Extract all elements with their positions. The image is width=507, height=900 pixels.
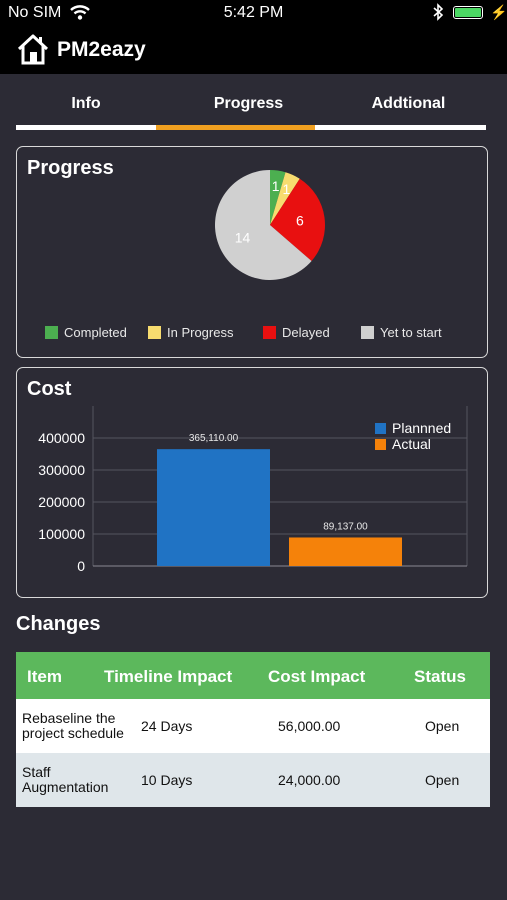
pie-slice-completed	[270, 170, 286, 225]
legend-swatch	[263, 326, 276, 339]
changes-table: Item Timeline Impact Cost Impact Status …	[16, 652, 490, 807]
tab-progress-indicator	[156, 125, 315, 130]
bar-data-label: 89,137.00	[323, 521, 368, 532]
charging-icon: ⚡	[490, 4, 507, 20]
row-cost-impact: 24,000.00	[278, 772, 341, 788]
clock: 5:42 PM	[223, 4, 284, 21]
column-header-status: Status	[414, 667, 466, 686]
bluetooth-icon	[432, 3, 444, 26]
row-cost-impact: 56,000.00	[278, 718, 341, 734]
status-bar: No SIM 5:42 PM ⚡	[0, 0, 507, 26]
legend-swatch	[148, 326, 161, 339]
pie-slice-delayed	[270, 178, 325, 262]
legend-swatch	[45, 326, 58, 339]
app-title: PM2eazy	[57, 38, 146, 61]
y-tick-label: 400000	[38, 430, 85, 446]
tab-additional[interactable]: Addtional	[371, 95, 446, 112]
tab-progress[interactable]: Progress	[213, 95, 284, 112]
progress-card: Progress 1 1 6 14 Completed In Progress Delay…	[16, 146, 488, 358]
row-status: Open	[425, 772, 460, 788]
progress-card-title: Progress	[27, 157, 114, 179]
pie-data-label: 14	[235, 230, 251, 246]
cost-bar-chart: 0 100000 200000 300000 400000 365,110.00 89,13…	[38, 406, 468, 574]
column-header-timeline: Timeline Impact	[104, 667, 233, 686]
pie-slice-yet-to-start	[214, 170, 312, 280]
bar-actual	[289, 537, 402, 566]
pie-data-label: 1	[272, 178, 280, 194]
legend-item: In Progress	[148, 325, 233, 340]
row-timeline-impact: 24 Days	[141, 718, 193, 734]
bar-plannned	[157, 449, 270, 566]
tab-info-indicator	[16, 125, 156, 130]
table-header: Item Timeline Impact Cost Impact Status	[16, 652, 490, 699]
legend-item: Yet to start	[361, 325, 442, 340]
column-header-cost: Cost Impact	[268, 667, 366, 686]
battery-icon	[453, 6, 483, 19]
y-tick-label: 300000	[38, 462, 85, 478]
pie-slice-in-progress	[270, 172, 300, 225]
table-row[interactable]: Staff Augmentation 10 Days 24,000.00 Ope…	[16, 753, 490, 807]
legend-item: Delayed	[263, 325, 330, 340]
legend-label: Plannned	[392, 420, 451, 436]
cost-card-title: Cost	[27, 378, 72, 400]
legend-item: Completed	[45, 325, 127, 340]
legend-label: In Progress	[167, 325, 234, 340]
row-item: Rebaseline the project schedule	[22, 711, 124, 741]
cost-card: Cost 0 100000 200000 300000 400000 365,110.00…	[16, 367, 488, 598]
app-header: PM2eazy	[0, 26, 507, 74]
home-icon[interactable]	[16, 32, 50, 66]
tab-additional-indicator	[315, 125, 486, 130]
tab-bar: Info Progress Addtional	[16, 90, 486, 132]
pie-data-label: 1	[283, 181, 291, 197]
y-tick-label: 100000	[38, 526, 85, 542]
column-header-item: Item	[27, 667, 62, 686]
row-timeline-impact: 10 Days	[141, 772, 193, 788]
wifi-icon	[70, 4, 90, 25]
y-tick-label: 200000	[38, 494, 85, 510]
legend-label: Actual	[392, 436, 431, 452]
changes-title: Changes	[16, 613, 101, 635]
table-row[interactable]: Rebaseline the project schedule 24 Days …	[16, 699, 490, 753]
bar-data-label: 365,110.00	[189, 433, 239, 444]
progress-legend: Completed In Progress Delayed Yet to start	[17, 325, 487, 345]
pie-data-label: 6	[296, 213, 304, 229]
legend-label: Delayed	[282, 325, 330, 340]
row-status: Open	[425, 718, 460, 734]
tab-info[interactable]: Info	[71, 95, 101, 112]
row-item: Staff Augmentation	[22, 765, 109, 795]
legend-swatch	[375, 423, 386, 434]
legend-swatch	[375, 439, 386, 450]
legend-label: Yet to start	[380, 325, 442, 340]
carrier-label: No SIM	[8, 4, 62, 21]
y-tick-label: 0	[77, 558, 85, 574]
legend-swatch	[361, 326, 374, 339]
legend-label: Completed	[64, 325, 127, 340]
